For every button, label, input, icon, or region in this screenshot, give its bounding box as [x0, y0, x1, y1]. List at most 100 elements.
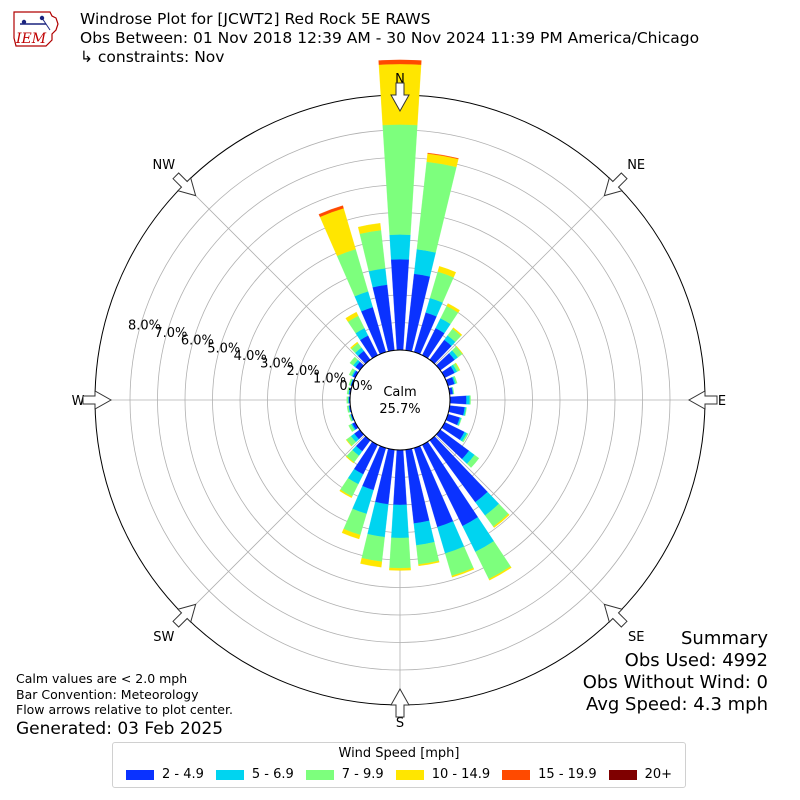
windrose-bars [318, 59, 512, 581]
windrose-bar-segment [455, 345, 464, 355]
calm-value: 25.7% [379, 402, 420, 417]
windrose-bar-segment [416, 541, 440, 565]
windrose-bar-segment [488, 566, 512, 581]
legend-label: 7 - 9.9 [341, 767, 384, 782]
chart-title: Windrose Plot for [JCWT2] Red Rock 5E RA… [80, 10, 431, 28]
obs-used: Obs Used: 4992 [624, 650, 768, 671]
compass-labels: N NE E SE S SW W NW [72, 72, 727, 731]
legend-swatch [305, 769, 334, 780]
windrose-bar-segment [446, 303, 460, 313]
legend-item: 2 - 4.9 [125, 767, 204, 782]
windrose-bar-segment [389, 537, 411, 569]
windrose-bar-segment [418, 560, 440, 567]
windrose-bar-segment [393, 449, 407, 506]
compass-label: SE [628, 630, 644, 645]
legend-label: 5 - 6.9 [251, 767, 294, 782]
windrose-bar-segment [464, 407, 467, 416]
windrose-bar-segment [360, 558, 383, 568]
legend-items: 2 - 4.9 5 - 6.9 7 - 9.9 10 - 14.9 15 - 1… [113, 767, 685, 782]
legend-item: 20+ [608, 767, 673, 782]
flow-arrow-icon [603, 172, 628, 197]
windrose-bar-segment [455, 362, 461, 371]
flow-arrows [82, 82, 718, 718]
obs-between: Obs Between: 01 Nov 2018 12:39 AM - 30 N… [80, 29, 700, 47]
legend-item: 10 - 14.9 [395, 767, 491, 782]
windrose-bar-segment [389, 234, 411, 260]
legend-label: 10 - 14.9 [431, 767, 491, 782]
windrose-bar-segment [469, 395, 471, 405]
radial-tick-label: 4.0% [234, 349, 267, 364]
windrose-bar-segment [339, 489, 353, 498]
windrose-bar-segment [413, 249, 436, 277]
logo-text: IEM [15, 31, 47, 47]
windrose-bar-segment [458, 417, 462, 426]
legend-swatch [215, 769, 244, 780]
notes: Calm values are < 2.0 mph Bar Convention… [16, 671, 233, 718]
flow-arrow-icon [82, 390, 113, 410]
windrose-bar-segment [348, 368, 356, 377]
windrose-bar-segment [345, 311, 359, 322]
calm-center: Calm 25.7% [379, 385, 420, 417]
radial-tick-label: 6.0% [181, 334, 214, 349]
windrose-bar-segment [453, 375, 458, 384]
legend-title: Wind Speed [mph] [338, 746, 460, 761]
calm-label: Calm [383, 385, 416, 400]
windrose-bar-segment [391, 259, 409, 351]
windrose-bar-segment [349, 356, 359, 366]
windrose-bar-segment [341, 528, 361, 540]
compass-label: NE [627, 158, 645, 173]
calm-disc [349, 349, 451, 451]
legend-item: 5 - 6.9 [215, 767, 294, 782]
legend-item: 7 - 9.9 [305, 767, 384, 782]
windrose-bar-segment [352, 485, 374, 515]
windrose-bar-segment [451, 567, 475, 578]
compass-label: S [396, 716, 404, 731]
generated-date: Generated: 03 Feb 2025 [16, 719, 224, 739]
grid-spoke [435, 435, 616, 616]
radial-tick-label: 0.0% [339, 379, 372, 394]
legend-label: 15 - 19.9 [538, 767, 597, 782]
legend-swatch [395, 769, 424, 780]
grid-spoke [184, 435, 365, 616]
windrose-bar-segment [348, 424, 355, 432]
windrose-bar-segment [391, 504, 409, 539]
radial-tick-label: 2.0% [287, 364, 320, 379]
windrose-bar-segment [466, 454, 480, 468]
radial-tick-label: 1.0% [313, 372, 346, 387]
windrose-bar-segment [346, 405, 350, 413]
windrose-bar-segment [429, 271, 454, 303]
windrose-bar-segment [346, 396, 349, 404]
windrose-bar-segment [452, 327, 463, 337]
calm-note: Calm values are < 2.0 mph [16, 671, 188, 686]
windrose-bar-segment [449, 395, 467, 405]
compass-label: E [718, 394, 726, 409]
iem-logo: IEM [6, 6, 64, 50]
windrose-bar-segment [350, 341, 359, 350]
flow-arrow-icon [603, 603, 628, 628]
windrose-bar-segment [427, 152, 459, 160]
obs-without-wind: Obs Without Wind: 0 [582, 672, 768, 693]
legend-item: 15 - 19.9 [502, 767, 597, 782]
legend: Wind Speed [mph] 2 - 4.9 5 - 6.9 7 - 9.9… [112, 742, 686, 788]
constraints: ↳ constraints: Nov [80, 48, 225, 66]
windrose-bar-segment [368, 268, 388, 288]
legend-label: 20+ [644, 767, 673, 782]
summary-title: Summary [681, 628, 768, 649]
radial-tick-label: 8.0% [128, 319, 161, 334]
bar-convention: Bar Convention: Meteorology [16, 686, 199, 702]
windrose-bar-segment [345, 455, 355, 464]
legend-label: 2 - 4.9 [161, 767, 204, 782]
windrose-bar-segment [348, 414, 353, 422]
grid-spoke [184, 184, 365, 365]
summary: Summary Obs Used: 4992 Obs Without Wind:… [583, 628, 768, 716]
compass-label: SW [153, 630, 174, 645]
flow-arrow-icon [172, 603, 197, 628]
radial-tick-labels: 0.0%1.0%2.0%3.0%4.0%5.0%6.0%7.0%8.0% [128, 319, 373, 395]
windrose-bar-segment [361, 533, 385, 562]
flow-arrow-icon [390, 687, 410, 718]
windrose-bar-segment [416, 161, 457, 253]
legend-swatch [125, 769, 154, 780]
windrose-bar-segment [493, 513, 510, 528]
radial-tick-label: 5.0% [207, 341, 240, 356]
